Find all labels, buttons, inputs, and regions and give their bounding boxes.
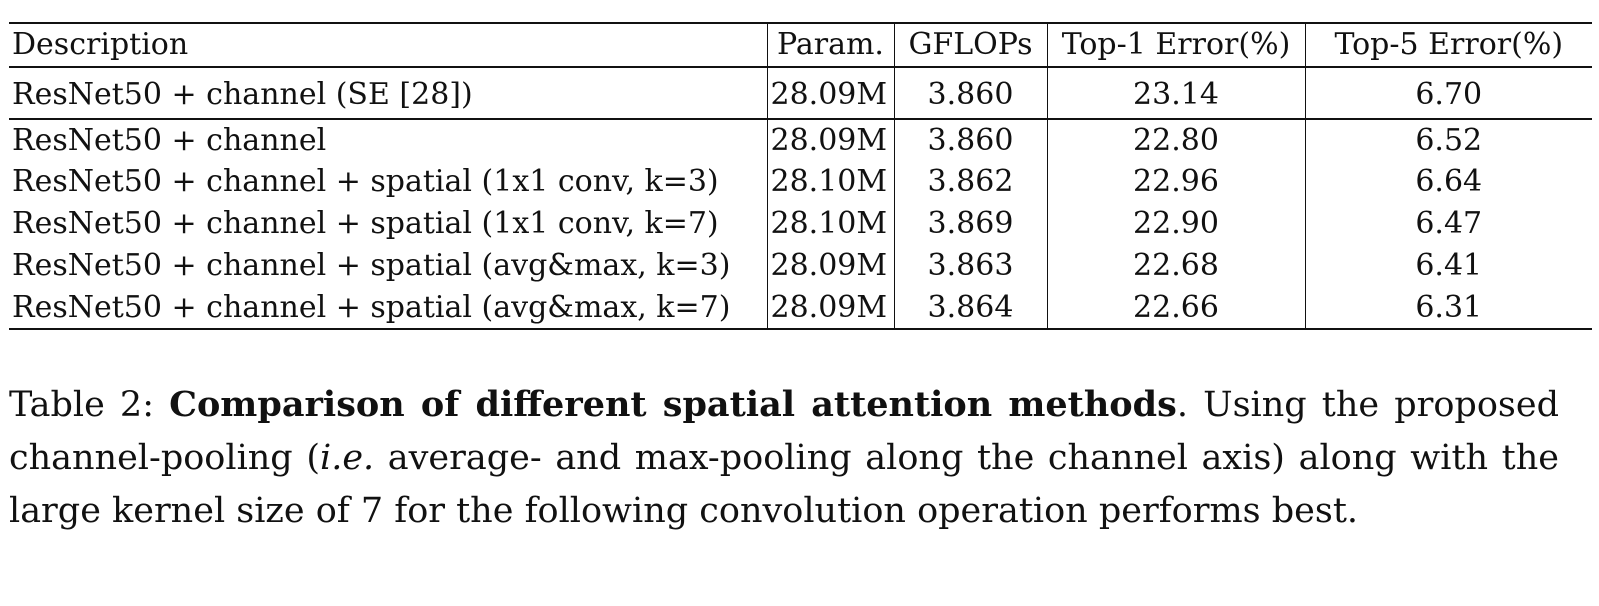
header-gflops: GFLOPs — [894, 23, 1048, 68]
row-description: ResNet50 + channel + spatial (1x1 conv, … — [9, 203, 768, 245]
table-row: ResNet50 + channel + spatial (1x1 conv, … — [9, 161, 1592, 203]
table-row: ResNet50 + channel + spatial (avg&max, k… — [9, 245, 1592, 287]
row-param: 28.09M — [767, 245, 895, 287]
table-row: ResNet50 + channel + spatial (avg&max, k… — [9, 287, 1592, 329]
header-top1-error: Top-1 Error(%) — [1047, 23, 1306, 68]
header-top5-error: Top-5 Error(%) — [1305, 23, 1592, 68]
table-row: ResNet50 + channel (SE [28]) 28.09M 3.86… — [9, 67, 1592, 119]
row-gflops: 3.869 — [894, 203, 1048, 245]
caption-title: Comparison of different spatial attentio… — [169, 384, 1177, 425]
table-row: ResNet50 + channel + spatial (1x1 conv, … — [9, 203, 1592, 245]
row-top1-error: 22.80 — [1047, 119, 1306, 161]
row-gflops: 3.860 — [894, 67, 1048, 119]
row-top5-error-best: 6.31 — [1415, 289, 1483, 325]
row-description: ResNet50 + channel — [9, 119, 768, 161]
row-top5-error: 6.64 — [1415, 164, 1483, 199]
row-top5-error: 6.41 — [1415, 248, 1483, 283]
header-description: Description — [9, 23, 768, 68]
row-top5-error: 6.70 — [1415, 77, 1483, 112]
table-caption: Table 2: Comparison of different spatial… — [9, 378, 1559, 538]
row-description: ResNet50 + channel + spatial (avg&max, k… — [9, 245, 768, 287]
row-top1-error-best: 22.66 — [1047, 287, 1306, 329]
row-gflops: 3.862 — [894, 161, 1048, 203]
caption-text-2: average- and max-pooling along the chann… — [9, 438, 1559, 531]
caption-ie: i.e. — [320, 438, 375, 478]
row-description: ResNet50 + channel + spatial (1x1 conv, … — [9, 161, 768, 203]
table-header-row: Description Param. GFLOPs Top-1 Error(%)… — [9, 23, 1592, 68]
row-top5-error: 6.52 — [1415, 122, 1483, 158]
row-description: ResNet50 + channel + spatial (avg&max, k… — [9, 287, 768, 329]
results-table: Description Param. GFLOPs Top-1 Error(%)… — [9, 22, 1592, 330]
row-gflops: 3.864 — [894, 287, 1048, 329]
caption-label: Table 2: — [9, 385, 170, 425]
row-gflops: 3.863 — [894, 245, 1048, 287]
row-top1-error: 23.14 — [1047, 67, 1306, 119]
table-row: ResNet50 + channel 28.09M 3.860 22.80 6.… — [9, 119, 1592, 161]
row-top1-error: 22.90 — [1047, 203, 1306, 245]
row-param: 28.10M — [767, 203, 895, 245]
row-param: 28.09M — [767, 287, 895, 329]
caption-text-1: . Using the proposed channel-pooling ( — [9, 385, 1559, 478]
row-gflops: 3.860 — [894, 119, 1048, 161]
row-param: 28.10M — [767, 161, 895, 203]
row-top5-error: 6.47 — [1415, 206, 1483, 241]
row-param: 28.09M — [767, 119, 895, 161]
row-param: 28.09M — [767, 67, 895, 119]
row-top1-error: 22.68 — [1047, 245, 1306, 287]
row-top1-error: 22.96 — [1047, 161, 1306, 203]
results-table-container: Description Param. GFLOPs Top-1 Error(%)… — [9, 22, 1592, 330]
header-param: Param. — [767, 23, 895, 68]
row-description: ResNet50 + channel (SE [28]) — [9, 67, 768, 119]
